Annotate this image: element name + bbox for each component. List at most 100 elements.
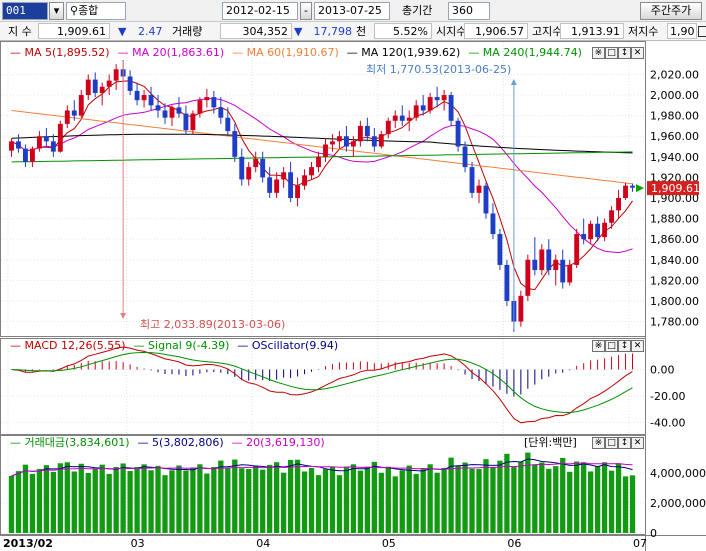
option-checkbox[interactable]	[698, 26, 706, 37]
volume-bar	[518, 461, 524, 533]
search-icon: ⚲	[70, 4, 79, 17]
panel-settings-button[interactable]: ※	[592, 47, 605, 59]
candle-body	[92, 79, 98, 93]
volume-bar	[183, 470, 189, 533]
candle-body	[183, 113, 189, 131]
toolbar: 001 ▾ ⚲종합 2012-02-15 - 2013-07-25 총기간 36…	[0, 0, 706, 22]
candle-body	[316, 156, 321, 168]
price-legend-item: — MA 120(1,939.62)	[346, 46, 461, 59]
candle-body	[239, 156, 245, 180]
volume-legend-item: — 20(3,619,130)	[231, 436, 325, 449]
low-label: 저지수	[628, 25, 659, 38]
volume-bar	[497, 460, 503, 533]
candle-body	[274, 179, 280, 193]
x-tick-label: 2013/02	[3, 537, 53, 550]
panel-maximize-button[interactable]: □	[605, 47, 618, 59]
macd-close-button[interactable]: ✕	[631, 340, 644, 352]
volume-unit: 천	[356, 25, 367, 38]
volume-settings-button[interactable]: ※	[592, 437, 605, 449]
price-tick-label: 1,780.00	[650, 316, 699, 329]
volume-close-button[interactable]: ✕	[631, 437, 644, 449]
volume-bar	[462, 462, 468, 533]
candle-body	[609, 210, 615, 223]
candle-body	[469, 167, 475, 193]
open-label: 시지수	[436, 25, 467, 38]
price-tick-label: 2,000.00	[650, 89, 699, 102]
volume-bar	[392, 476, 398, 533]
candle-body	[85, 79, 91, 96]
ma20-line	[11, 97, 633, 254]
volume-bar	[406, 465, 412, 533]
date-range-button[interactable]: -	[300, 2, 312, 20]
volume-bar	[574, 461, 580, 533]
candle-body	[357, 125, 363, 142]
x-tick-label: 03	[131, 537, 145, 550]
macd-maximize-button[interactable]: □	[605, 340, 618, 352]
volume-pct: 5.52%	[374, 23, 432, 39]
candle-body	[343, 136, 349, 147]
volume-bar	[287, 459, 294, 533]
candle-body	[16, 141, 21, 149]
panel-move-button[interactable]: ↕	[618, 47, 631, 59]
volume-bar	[294, 459, 301, 533]
candle-body	[71, 110, 77, 116]
price-tick-label: 2,020.00	[650, 68, 699, 81]
price-tick-label: 1,880.00	[650, 213, 699, 226]
panel-close-button[interactable]: ✕	[631, 47, 644, 59]
volume-bar	[364, 466, 371, 533]
candle-body	[309, 167, 314, 176]
volume-bar	[413, 473, 419, 533]
candle-body	[539, 249, 545, 271]
volume-bar	[120, 463, 126, 533]
volume-tick-label: 2,000,000	[650, 497, 706, 510]
candle-body	[302, 175, 307, 186]
summary-bar: 지 수 1,909.61 ▼ 2.47 거래량 304,352 ▼ 17,798…	[0, 22, 706, 41]
candle-body	[141, 95, 147, 101]
signal-line	[11, 351, 633, 414]
volume-bar	[50, 471, 57, 533]
candle-body	[399, 115, 405, 121]
volume-bar	[57, 463, 63, 533]
candle-body	[211, 97, 217, 108]
volume-bar	[253, 465, 259, 533]
volume-bar	[532, 464, 538, 533]
period-input[interactable]: 360	[448, 2, 490, 20]
volume-move-button[interactable]: ↕	[618, 437, 631, 449]
candle-body	[99, 86, 105, 93]
low-value: 1,90	[667, 23, 697, 39]
candle-body	[504, 264, 510, 301]
candle-body	[295, 185, 301, 198]
volume-bar	[225, 468, 231, 533]
price-tick-label: 1,860.00	[650, 233, 699, 246]
start-date-input[interactable]: 2012-02-15	[222, 2, 298, 20]
code-input[interactable]: 001	[2, 2, 48, 20]
candle-body	[518, 295, 524, 322]
candle-body	[371, 136, 377, 147]
volume-bar	[427, 464, 433, 533]
volume-bar	[71, 471, 77, 533]
volume-bar	[308, 467, 315, 533]
volume-bar	[239, 468, 245, 533]
volume-unit-label: [단위:백만]	[524, 436, 577, 449]
candle-body	[623, 185, 628, 198]
volume-legend-item: — 거래대금(3,834,601)	[10, 436, 130, 449]
volume-maximize-button[interactable]: □	[605, 437, 618, 449]
candle-body	[36, 136, 42, 149]
volume-bar	[190, 467, 196, 533]
price-legend-item: — MA 5(1,895.52)	[10, 46, 110, 59]
macd-move-button[interactable]: ↕	[618, 340, 631, 352]
weekly-price-button[interactable]: 주간주가	[640, 2, 702, 20]
volume-bar	[273, 462, 280, 533]
candle-body	[260, 158, 266, 178]
code-dropdown-button[interactable]: ▾	[49, 2, 64, 20]
price-legend: — MA 5(1,895.52) — MA 20(1,863.61) — MA 60…	[10, 46, 590, 59]
search-field[interactable]: ⚲종합	[66, 2, 126, 20]
macd-settings-button[interactable]: ※	[592, 340, 605, 352]
volume-bar	[64, 462, 70, 533]
volume-bar	[448, 457, 454, 533]
volume-bar	[455, 466, 461, 533]
volume-bar	[539, 462, 545, 533]
end-date-input[interactable]: 2013-07-25	[314, 2, 390, 20]
candle-body	[78, 95, 84, 116]
volume-arrow: ▼	[294, 25, 303, 38]
